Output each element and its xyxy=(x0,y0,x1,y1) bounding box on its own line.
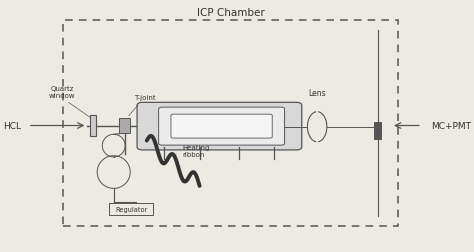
FancyBboxPatch shape xyxy=(137,103,302,150)
FancyBboxPatch shape xyxy=(159,108,284,146)
Bar xyxy=(63,21,398,226)
Text: T-joint: T-joint xyxy=(129,95,155,116)
Text: HCL: HCL xyxy=(3,121,21,131)
Text: Lens: Lens xyxy=(308,88,326,97)
Bar xyxy=(374,122,382,140)
Text: MC+PMT: MC+PMT xyxy=(431,121,471,131)
Text: Heating
ribbon: Heating ribbon xyxy=(173,145,210,158)
Text: Quartz
window: Quartz window xyxy=(49,85,91,118)
Bar xyxy=(119,118,130,134)
Text: Regulator: Regulator xyxy=(115,206,147,212)
Bar xyxy=(90,116,96,136)
Text: ICP Chamber: ICP Chamber xyxy=(197,8,264,18)
Bar xyxy=(109,204,154,215)
FancyBboxPatch shape xyxy=(171,115,272,139)
